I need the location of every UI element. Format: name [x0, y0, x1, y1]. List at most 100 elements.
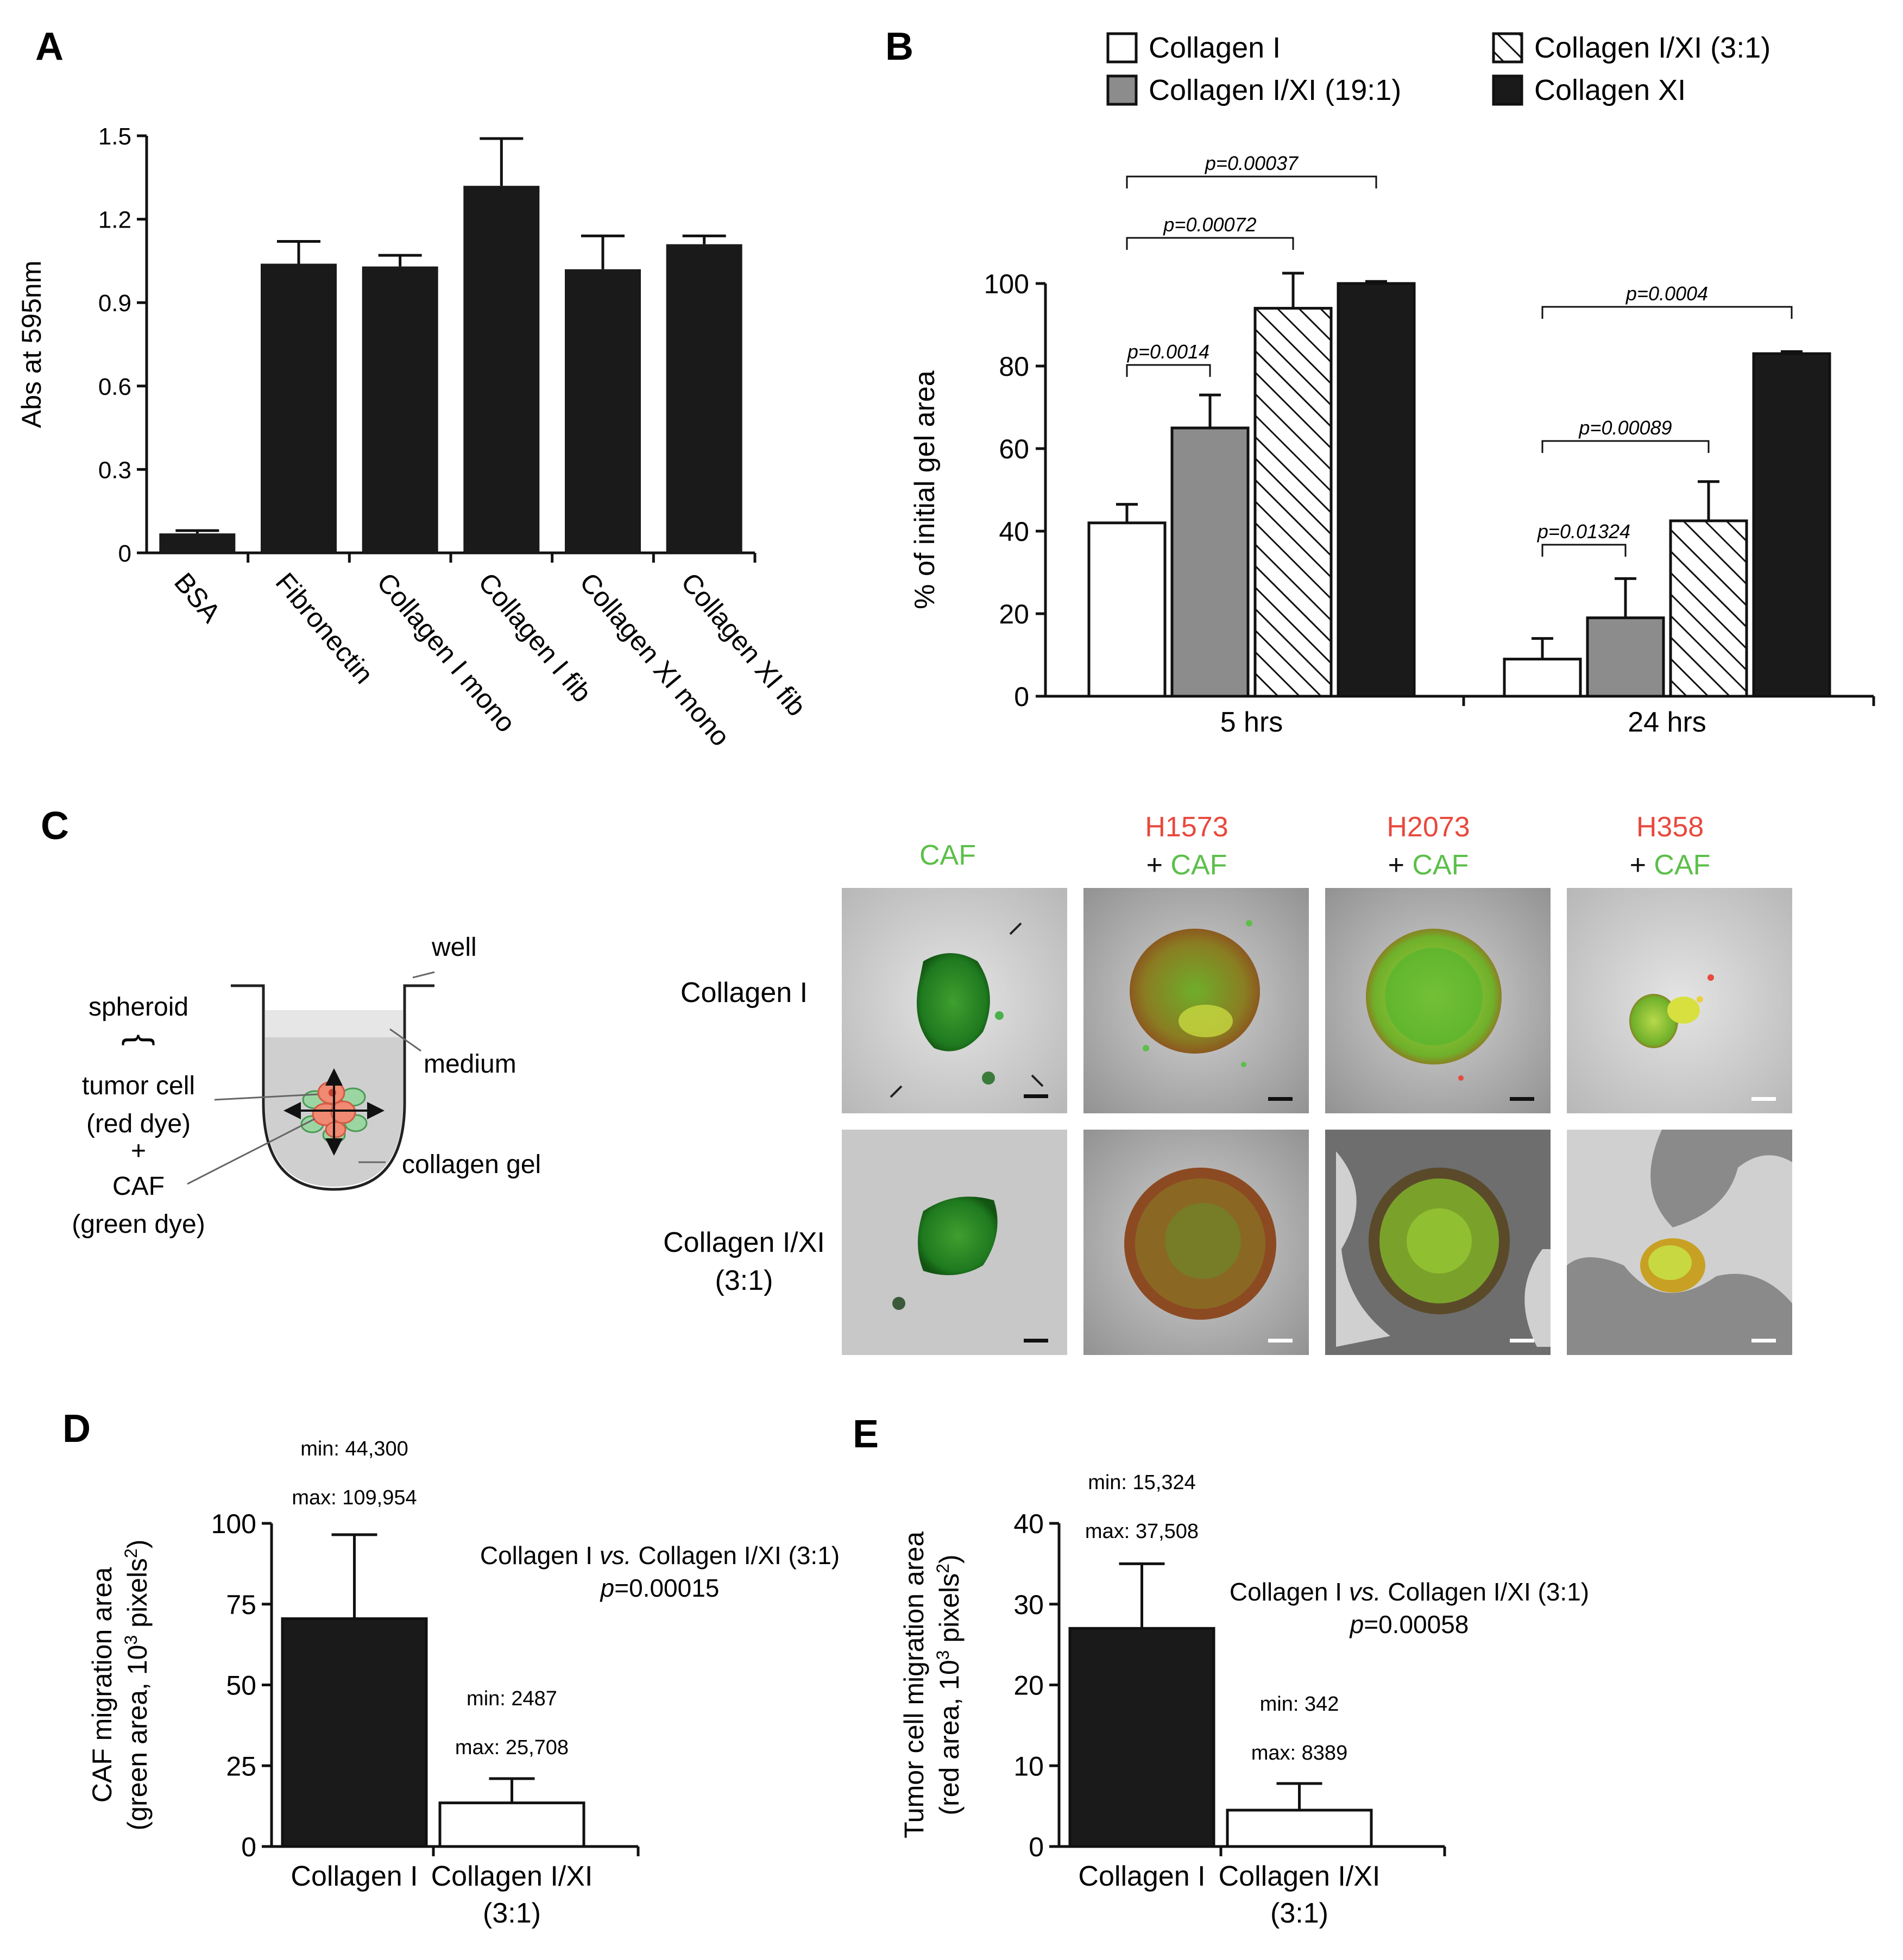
a-y-tick-label: 0.3 — [98, 457, 131, 483]
e-y-tick-label: 10 — [1013, 1751, 1044, 1781]
d-y-axis-label-line1: CAF migration area — [87, 1567, 117, 1803]
b-legend-swatch-3 — [1492, 74, 1523, 106]
d-p-value-label: p=0.00015 — [600, 1574, 720, 1602]
e-bar-0 — [1068, 1627, 1215, 1848]
e-ylabel-sup2: 2 — [933, 1564, 953, 1573]
e-x-tick-label: Collagen I/XI — [1219, 1861, 1381, 1892]
well-outline — [231, 984, 434, 1191]
panel-label-e: E — [853, 1413, 879, 1456]
b-y-tick-label: 20 — [999, 599, 1029, 629]
b-p-value-label: p=0.0004 — [1625, 282, 1708, 305]
e-bar-1 — [1226, 1808, 1373, 1848]
e-x-tick-sublabel: (3:1) — [1270, 1898, 1328, 1929]
b-significance-bracket — [1541, 306, 1793, 319]
label-green-dye: (green dye) — [72, 1210, 205, 1239]
a-bar-5 — [666, 244, 742, 553]
spheroid-brace: { — [122, 1034, 161, 1045]
d-min-label: min: 44,300 — [300, 1438, 408, 1460]
d-bar-1 — [438, 1801, 585, 1848]
e-p-label: p — [1349, 1610, 1364, 1638]
micrograph-h358-collagen-i-xi — [1567, 1130, 1792, 1355]
e-y-tick-label: 0 — [1029, 1832, 1044, 1862]
col-header-4-caf: CAF — [1654, 849, 1710, 881]
label-plus: + — [131, 1137, 146, 1165]
d-ylabel-sup1: 3 — [121, 1635, 141, 1645]
b-bar-0-1 — [1170, 426, 1250, 698]
col-header-3-line2: + CAF — [1388, 849, 1469, 881]
col-header-2-caf: CAF — [1170, 849, 1227, 881]
b-y-tick-label: 100 — [984, 269, 1029, 299]
panel-label-d: D — [62, 1407, 91, 1451]
a-y-axis-label: Abs at 595nm — [16, 261, 47, 428]
micrograph-column-headers: CAF H1573 + CAF H2073 + CAF H358 + CAF — [919, 811, 1710, 881]
e-y-tick-label: 30 — [1013, 1590, 1044, 1620]
d-comparison-post: Collagen I/XI (3:1) — [632, 1541, 840, 1570]
micrograph-h358-collagen-i — [1567, 888, 1792, 1113]
b-legend-swatch-2 — [1492, 32, 1523, 64]
a-bar-1 — [261, 263, 337, 553]
micrograph-row-labels: Collagen I Collagen I/XI (3:1) — [663, 977, 825, 1296]
label-spheroid: spheroid — [89, 993, 188, 1022]
d-comparison-label: Collagen I vs. Collagen I/XI (3:1) — [480, 1541, 840, 1570]
micrograph-h2073-collagen-i — [1325, 888, 1551, 1113]
d-y-axis-label-line2: (green area, 103 pixels2) — [121, 1540, 153, 1831]
label-medium: medium — [424, 1050, 516, 1079]
label-red-dye: (red dye) — [86, 1110, 191, 1138]
a-bar-4 — [565, 269, 641, 553]
b-y-tick-label: 60 — [999, 434, 1029, 464]
col-header-4-line2: + CAF — [1630, 849, 1711, 881]
label-caf: CAF — [112, 1172, 165, 1201]
d-bar-0 — [281, 1617, 428, 1848]
b-legend-label-1: Collagen I/XI (19:1) — [1149, 74, 1401, 106]
d-ylabel-sup2: 2 — [121, 1548, 141, 1558]
e-x-tick-label: Collagen I — [1078, 1861, 1205, 1892]
row-label-1: Collagen I — [680, 977, 808, 1009]
e-comparison-post: Collagen I/XI (3:1) — [1381, 1578, 1590, 1606]
e-comparison-label: Collagen I vs. Collagen I/XI (3:1) — [1230, 1578, 1589, 1606]
d-y-tick-label: 100 — [211, 1509, 256, 1539]
chart-e: 0 10 20 30 40 Tumor cell migration area (red a… — [899, 1471, 1589, 1929]
a-x-tick-label: BSA — [168, 567, 227, 628]
d-y-tick-label: 75 — [226, 1590, 256, 1620]
e-comparison-vs: vs. — [1349, 1578, 1381, 1606]
e-y-tick-label: 40 — [1013, 1509, 1044, 1539]
e-y-tick-label: 20 — [1013, 1671, 1044, 1701]
a-y-tick-label: 0.6 — [98, 374, 131, 400]
d-ylabel-pre: (green area, 10 — [122, 1645, 153, 1831]
d-x-tick-label: Collagen I/XI — [431, 1861, 593, 1892]
e-p-value-label: p=0.00058 — [1349, 1610, 1469, 1638]
b-x-tick-label: 24 hrs — [1628, 707, 1706, 738]
col-header-2-plus: + — [1146, 849, 1171, 881]
b-bar-1-1 — [1586, 616, 1665, 698]
b-y-axis-label: % of initial gel area — [909, 370, 941, 609]
a-y-tick-label: 1.5 — [98, 123, 131, 150]
b-significance-bracket — [1126, 237, 1294, 250]
micrograph-h1573-collagen-i — [1083, 888, 1309, 1113]
d-max-label: max: 25,708 — [455, 1736, 569, 1759]
a-y-tick-label: 1.2 — [98, 207, 131, 234]
e-min-label: min: 15,324 — [1088, 1471, 1196, 1494]
b-bar-0-3 — [1337, 282, 1416, 698]
chart-a: 0 0.3 0.6 0.9 1.2 1.5 Abs at 595nm BSA Fibronect… — [16, 123, 812, 752]
b-legend-label-3: Collagen XI — [1534, 74, 1686, 106]
col-header-4-plus: + — [1630, 849, 1654, 881]
b-p-value-label: p=0.00089 — [1578, 417, 1672, 439]
e-comparison-pre: Collagen I — [1230, 1578, 1349, 1606]
col-header-3-plus: + — [1388, 849, 1413, 881]
b-legend-label-0: Collagen I — [1149, 31, 1281, 64]
b-legend-label-2: Collagen I/XI (3:1) — [1534, 31, 1770, 64]
b-significance-bracket — [1126, 364, 1211, 377]
b-significance-bracket — [1126, 175, 1377, 188]
b-y-tick-label: 40 — [999, 516, 1029, 547]
micrograph-grid — [842, 888, 1792, 1355]
well-schematic — [187, 971, 435, 1191]
row-label-2-line2: (3:1) — [715, 1265, 773, 1296]
a-y-tick-label: 0 — [118, 540, 131, 567]
e-ylabel-sup1: 3 — [933, 1650, 953, 1660]
row-label-2-line1: Collagen I/XI — [663, 1227, 825, 1258]
well-medium — [265, 1010, 403, 1037]
col-header-3-line1: H2073 — [1387, 811, 1470, 843]
e-min-label: min: 342 — [1260, 1693, 1339, 1716]
d-y-tick-label: 25 — [226, 1751, 256, 1781]
